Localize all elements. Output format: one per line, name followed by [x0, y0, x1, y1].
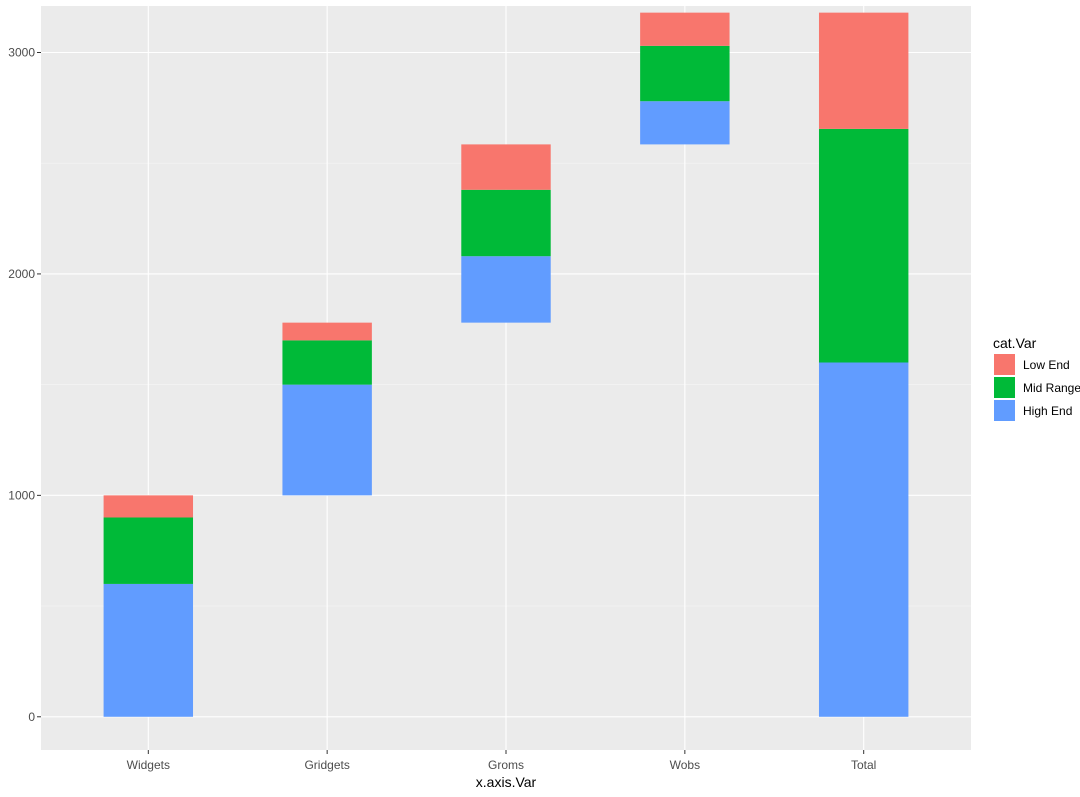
- bar-segment-low-end-total: [818, 12, 909, 129]
- bar-segment-mid-range-groms: [461, 189, 551, 257]
- legend-label: Low End: [1023, 358, 1070, 372]
- bar-segment-high-end-wobs: [640, 101, 730, 145]
- bar-segments: [103, 12, 909, 717]
- legend-swatch: [994, 400, 1015, 421]
- bar-segment-low-end-widgets: [103, 495, 194, 518]
- x-axis-ticks: Widgets Gridgets Groms Wobs Total: [127, 750, 876, 772]
- legend-items: Low End Mid Range High End: [994, 354, 1080, 421]
- x-tick-label: Wobs: [670, 758, 700, 772]
- y-tick-label: 2000: [8, 267, 35, 281]
- bar-segment-low-end-gridgets: [282, 322, 372, 341]
- bar-segment-low-end-wobs: [640, 12, 730, 46]
- legend-label: Mid Range: [1023, 381, 1080, 395]
- x-tick-label: Gridgets: [304, 758, 349, 772]
- x-tick-label: Groms: [488, 758, 524, 772]
- bar-segment-high-end-groms: [461, 256, 551, 323]
- bar-segment-mid-range-widgets: [103, 517, 194, 584]
- bar-segment-mid-range-wobs: [640, 45, 730, 102]
- x-tick-label: Widgets: [127, 758, 170, 772]
- bar-segment-high-end-total: [818, 362, 909, 717]
- y-tick-label: 0: [28, 710, 35, 724]
- y-axis-ticks: 0 1000 2000 3000: [8, 46, 41, 724]
- y-tick-label: 1000: [8, 488, 35, 502]
- legend-label: High End: [1023, 404, 1072, 418]
- x-tick-label: Total: [851, 758, 876, 772]
- legend: cat.Var Low End Mid Range High End: [993, 335, 1080, 421]
- bar-segment-mid-range-total: [818, 128, 909, 363]
- bar-segment-high-end-gridgets: [282, 384, 372, 496]
- x-axis-title: x.axis.Var: [476, 774, 537, 790]
- bar-segment-low-end-groms: [461, 144, 551, 190]
- bar-segment-mid-range-gridgets: [282, 340, 372, 385]
- legend-title: cat.Var: [993, 335, 1037, 351]
- legend-swatch: [994, 354, 1015, 375]
- bar-segment-high-end-widgets: [103, 583, 194, 717]
- legend-swatch: [994, 377, 1015, 398]
- y-tick-label: 3000: [8, 46, 35, 60]
